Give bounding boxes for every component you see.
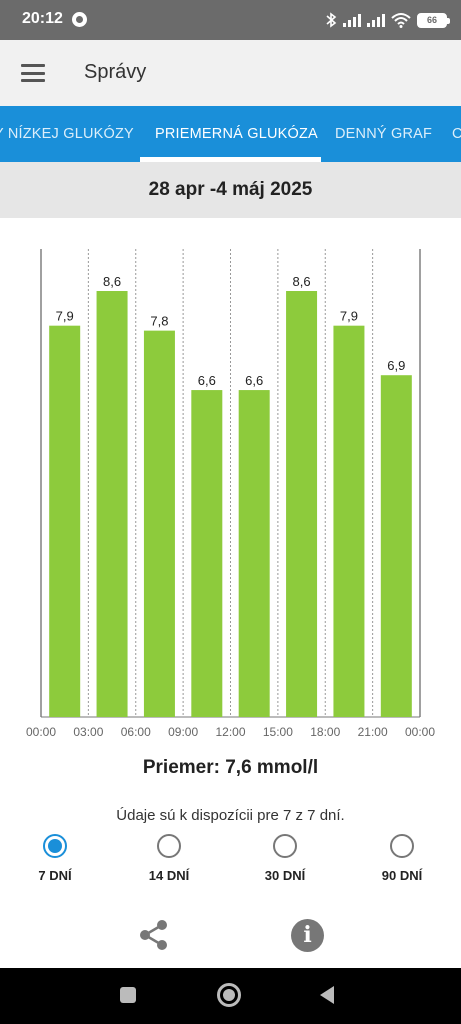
tab-low-glucose[interactable]: Y NÍZKEJ GLUKÓZY: [0, 126, 134, 142]
status-icons: 66: [325, 10, 450, 30]
chart-x-tick-label: 12:00: [215, 725, 245, 739]
average-glucose-chart: 7,9 8,6 7,8 6,6 6,6 8,6 7,9 6,9 00:00 03:00 06:00…: [26, 249, 435, 739]
active-tab-indicator: [140, 157, 321, 162]
range-option-14-days[interactable]: 14 DNÍ: [124, 832, 214, 892]
chart-bar: [238, 390, 270, 717]
range-option-30-days[interactable]: 30 DNÍ: [240, 832, 330, 892]
tab-bar: Y NÍZKEJ GLUKÓZY PRIEMERNÁ GLUKÓZA DENNÝ…: [0, 106, 461, 162]
chart-data-label: 8,6: [293, 274, 311, 289]
tab-average-glucose[interactable]: PRIEMERNÁ GLUKÓZA: [155, 126, 318, 142]
chart-bar: [333, 325, 365, 717]
chart-bar: [191, 390, 223, 717]
range-option-90-days[interactable]: 90 DNÍ: [357, 832, 447, 892]
system-nav-bar: [0, 968, 461, 1024]
chart-x-tick-label: 09:00: [168, 725, 198, 739]
signal-icon: [343, 13, 361, 27]
chart-data-label: 8,6: [103, 274, 121, 289]
share-icon[interactable]: [137, 918, 171, 952]
range-label-90-days: 90 DNÍ: [381, 868, 423, 883]
chart-data-label: 6,6: [198, 373, 216, 388]
tab-next[interactable]: C: [452, 126, 461, 142]
chart-x-tick-label: 21:00: [358, 725, 388, 739]
status-time: 20:12: [22, 10, 63, 27]
wifi-icon: [391, 13, 411, 28]
chart-bar: [380, 375, 412, 717]
home-button[interactable]: [217, 983, 241, 1007]
chart-data-label: 6,6: [245, 373, 263, 388]
chart-bar: [49, 325, 81, 717]
back-button[interactable]: [320, 986, 334, 1004]
battery-icon: 66: [417, 12, 450, 28]
radio-30-days[interactable]: [273, 834, 297, 858]
radio-7-days[interactable]: [43, 834, 67, 858]
data-availability: Údaje sú k dispozícii pre 7 z 7 dní.: [116, 807, 345, 824]
date-range: 28 apr -4 máj 2025: [0, 162, 461, 218]
radio-14-days[interactable]: [157, 834, 181, 858]
range-label-14-days: 14 DNÍ: [148, 868, 190, 883]
app-bar: Správy: [0, 40, 461, 106]
status-bar: 20:12 66: [0, 0, 461, 40]
info-icon[interactable]: i: [291, 919, 324, 952]
chart-data-label: 6,9: [387, 358, 405, 373]
chart-data-label: 7,8: [150, 314, 168, 329]
chart-x-tick-label: 06:00: [121, 725, 151, 739]
range-label-7-days: 7 DNÍ: [38, 868, 72, 883]
signal-icon-2: [367, 13, 385, 27]
chart-bar: [143, 330, 175, 717]
chart-data-label: 7,9: [340, 309, 358, 324]
chart-x-tick-label: 00:00: [405, 725, 435, 739]
bluetooth-icon: [326, 12, 337, 28]
chart-x-tick-label: 18:00: [310, 725, 340, 739]
range-option-7-days[interactable]: 7 DNÍ: [10, 832, 100, 892]
page-title: Správy: [84, 61, 147, 83]
radio-90-days[interactable]: [390, 834, 414, 858]
menu-icon[interactable]: [21, 64, 45, 82]
notification-icon: [72, 12, 87, 27]
chart-data-label: 7,9: [56, 309, 74, 324]
average-value: Priemer: 7,6 mmol/l: [142, 757, 319, 778]
chart-x-tick-label: 03:00: [73, 725, 103, 739]
chart-x-tick-label: 00:00: [26, 725, 56, 739]
tab-daily-graph[interactable]: DENNÝ GRAF: [335, 126, 433, 142]
chart-x-tick-label: 15:00: [263, 725, 293, 739]
chart-bar: [286, 291, 318, 717]
chart-bar: [96, 291, 128, 717]
range-label-30-days: 30 DNÍ: [264, 868, 306, 883]
recent-apps-button[interactable]: [120, 987, 136, 1003]
